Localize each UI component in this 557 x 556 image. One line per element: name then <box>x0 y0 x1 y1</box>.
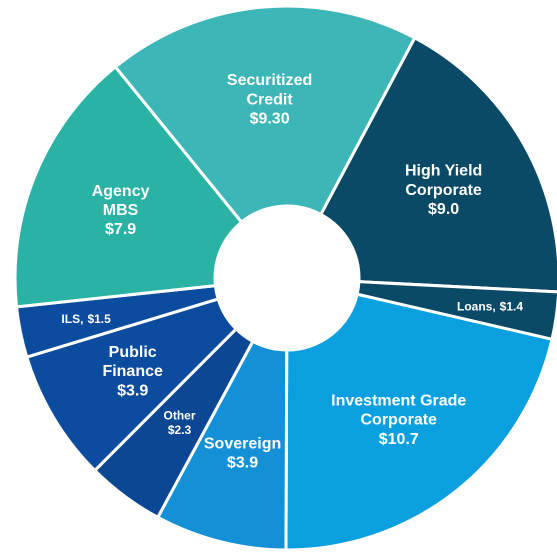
category-label: Public <box>109 344 157 361</box>
category-label: Sovereign <box>204 435 281 452</box>
category-label: Other <box>164 408 196 422</box>
segment-label: Other $2.3 <box>164 408 196 436</box>
value-label: $3.9 <box>117 382 148 399</box>
donut-segment <box>13 64 244 309</box>
category-label: High Yield <box>405 163 482 180</box>
segment-label: ILS, $1.5 <box>61 312 111 326</box>
value-label: $9.30 <box>250 111 290 128</box>
value-label: $2.3 <box>168 423 192 437</box>
category-label: Corporate <box>361 412 438 429</box>
segment-label: Sovereign $3.9 <box>204 435 281 471</box>
category-label: Finance <box>102 363 163 380</box>
category-label: Agency <box>92 183 150 200</box>
donut-segment <box>113 4 417 225</box>
category-label: Securitized <box>227 72 312 89</box>
category-label: MBS <box>103 202 139 219</box>
value-label: $7.9 <box>105 221 136 238</box>
value-label: $1.4 <box>500 300 524 314</box>
segment-label: Loans, $1.4 <box>457 300 523 314</box>
value-label: $1.5 <box>87 312 111 326</box>
value-label: $3.9 <box>227 455 258 472</box>
category-label: Loans, <box>457 300 496 314</box>
segment-label: Securitized Credit $9.30 <box>227 72 312 127</box>
category-label: Credit <box>246 91 293 108</box>
category-label: ILS, <box>61 312 83 326</box>
value-label: $9.0 <box>428 201 459 218</box>
segment-label: High Yield Corporate $9.0 <box>405 163 482 218</box>
segment-label: Investment Grade Corporate $10.7 <box>331 393 466 448</box>
category-label: Corporate <box>405 182 482 199</box>
donut-segment <box>284 292 554 552</box>
category-label: Investment Grade <box>331 393 466 410</box>
segment-label: Agency MBS $7.9 <box>92 183 150 238</box>
value-label: $10.7 <box>379 431 419 448</box>
segment-label: Public Finance $3.9 <box>102 344 163 399</box>
